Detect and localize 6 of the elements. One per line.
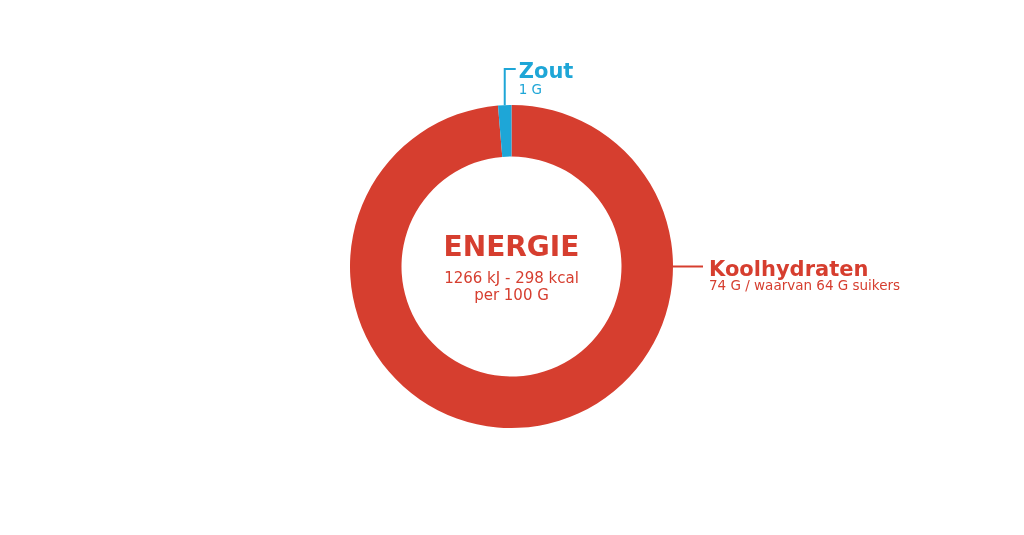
slice-label: Zout	[518, 59, 574, 83]
text: 1266 kJ - 298 kcal	[444, 269, 579, 287]
slice-label: Koolhydraten	[709, 256, 869, 281]
text: ENERGIE	[443, 230, 580, 263]
text: per 100 G	[474, 286, 549, 304]
data-label: 1 G	[518, 81, 543, 97]
